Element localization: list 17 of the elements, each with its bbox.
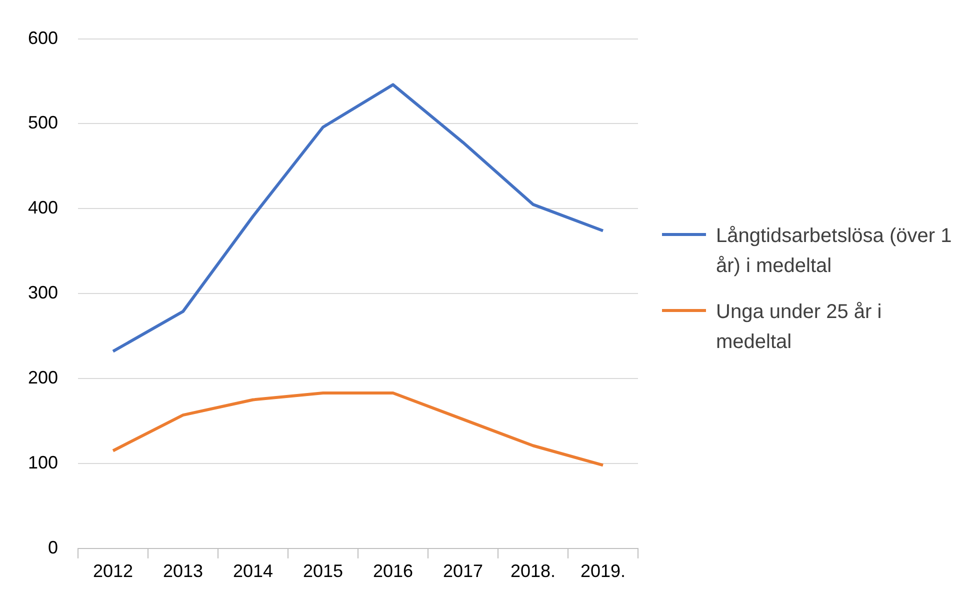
y-tick-label: 400	[28, 198, 58, 218]
x-tick-label: 2012	[93, 561, 134, 582]
y-tick-label: 0	[48, 537, 58, 558]
x-tick-label: 2016	[372, 561, 414, 582]
legend-label: Unga under 25 år i medeltal	[716, 300, 883, 355]
x-tick-label: 2019.	[580, 561, 626, 582]
y-tick-label: 200	[28, 368, 58, 388]
x-tick-label: 2018.	[510, 561, 556, 582]
y-tick-label: 500	[28, 112, 58, 133]
y-tick-label: 600	[28, 28, 58, 48]
y-tick-label: 100	[28, 452, 58, 472]
y-tick-label: 300	[28, 282, 58, 303]
x-tick-label: 2015	[302, 561, 344, 582]
x-tick-label: 2014	[233, 561, 274, 582]
x-tick-label: 2017	[442, 561, 484, 582]
legend-label: Långtidsarbetslösa (över 1 år) i medeltal	[716, 224, 952, 279]
x-tick-label: 2013	[163, 561, 204, 582]
